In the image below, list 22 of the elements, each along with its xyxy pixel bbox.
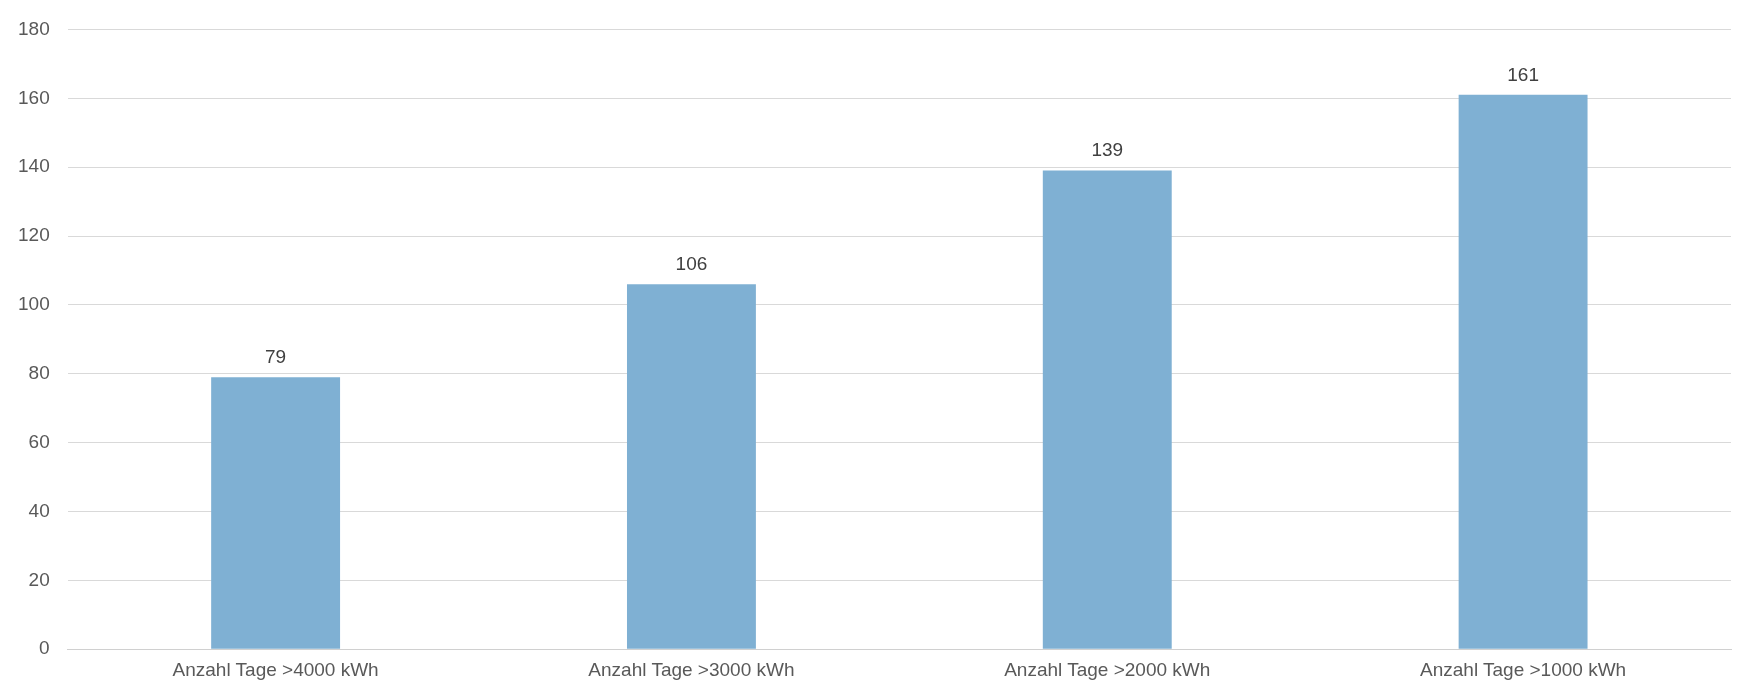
data-label: 79 (265, 345, 287, 367)
x-tick-label: Anzahl Tage >4000 kWh (172, 658, 379, 680)
y-tick-label: 140 (18, 155, 50, 177)
y-tick-label: 80 (28, 361, 50, 383)
bar (626, 284, 756, 649)
y-tick-label: 100 (18, 293, 50, 315)
x-tick-label: Anzahl Tage >1000 kWh (1420, 658, 1627, 680)
y-tick-label: 40 (28, 499, 50, 521)
bar (211, 377, 341, 649)
y-tick-label: 160 (18, 86, 50, 108)
data-label: 161 (1507, 63, 1539, 85)
y-tick-label: 120 (18, 224, 50, 246)
y-tick-label: 60 (28, 430, 50, 452)
data-label: 106 (675, 252, 708, 274)
bar (1042, 170, 1172, 649)
x-tick-label: Anzahl Tage >2000 kWh (1004, 658, 1211, 680)
y-tick-label: 180 (18, 17, 50, 39)
y-tick-label: 0 (39, 637, 50, 659)
x-tick-label: Anzahl Tage >3000 kWh (588, 658, 795, 680)
y-tick-label: 20 (28, 568, 50, 590)
data-label: 139 (1091, 139, 1124, 161)
bar (1458, 94, 1588, 649)
